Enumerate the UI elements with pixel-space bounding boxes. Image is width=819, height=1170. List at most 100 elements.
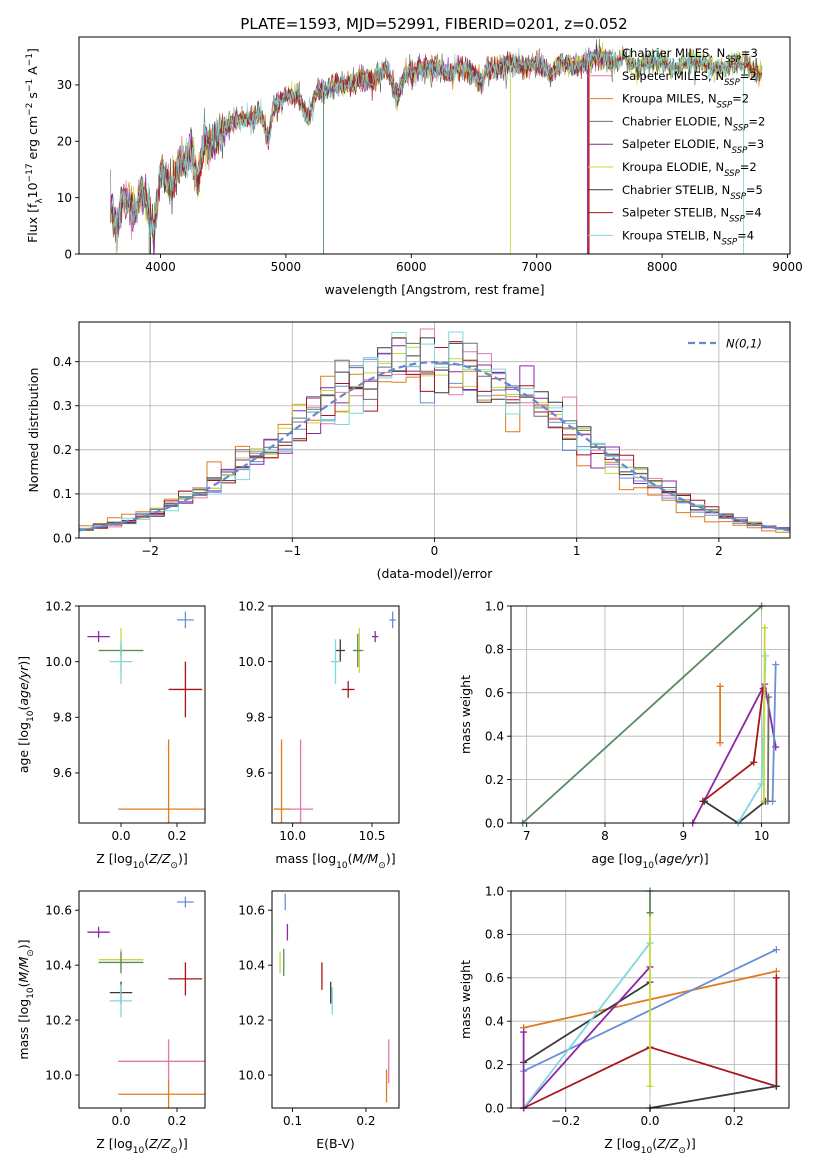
y-tick-label: 10.2 xyxy=(238,599,265,613)
panel-mass_vs_Z: 0.0 0.2 10.0 10.2 10.4 10.6 Z [log10(Z/Z⊙)] mas… xyxy=(16,890,206,1156)
axes-frame xyxy=(271,890,400,1109)
x-tick-label: 0.0 xyxy=(640,1114,659,1128)
legend-entry: Chabrier ELODIE, NSSP=2 xyxy=(622,114,765,133)
y-tick-label: 0.0 xyxy=(485,816,504,830)
legend-entry: Kroupa STELIB, NSSP=4 xyxy=(622,228,754,247)
y-tick-label: 0.6 xyxy=(485,686,504,700)
x-axis-label: (data-model)/error xyxy=(377,566,494,581)
x-tick-label: 10.0 xyxy=(279,829,306,843)
panel-massweight_vs_age: 7 8 9 10 0.0 0.2 0.4 0.6 0.8 1.0 age [log10(age/yr… xyxy=(458,599,790,871)
x-axis-label: Z [log10(Z/Z⊙)] xyxy=(96,851,187,871)
y-tick-label: 10.6 xyxy=(45,904,72,918)
data-point xyxy=(109,984,133,1018)
plot-area xyxy=(279,893,390,1103)
legend-entry: Salpeter MILES, NSSP=2 xyxy=(622,69,757,88)
panel-age_vs_mass: 10.0 10.5 9.6 9.8 10.0 10.2 mass [log10(M/M⊙)] xyxy=(238,599,400,871)
y-tick-label: 0.1 xyxy=(53,487,72,501)
series-marker xyxy=(761,624,769,632)
data-point xyxy=(330,639,341,684)
y-axis-label: Flux [fλ10−17 erg cm−2 s−1 A−1] xyxy=(25,48,45,243)
y-axis-label: age [log10(age/yr)] xyxy=(16,656,36,773)
series-marker xyxy=(772,974,780,982)
series-line xyxy=(522,966,651,1109)
data-point xyxy=(98,951,144,974)
series-marker xyxy=(716,739,724,747)
x-tick-label: 1 xyxy=(573,544,581,558)
y-tick-label: 0.6 xyxy=(485,971,504,985)
x-tick-label: −0.2 xyxy=(551,1114,580,1128)
axes-frame xyxy=(510,605,790,824)
y-tick-label: 0.4 xyxy=(485,1015,504,1029)
data-point xyxy=(118,1039,205,1084)
y-axis-label: mass [log10(M/M⊙)] xyxy=(16,939,36,1059)
x-axis-label: E(B-V) xyxy=(316,1136,355,1151)
y-tick-label: 0.2 xyxy=(53,443,72,457)
plot-area xyxy=(520,887,780,1112)
y-tick-label: 10.2 xyxy=(238,1013,265,1027)
data-point xyxy=(372,631,379,643)
y-tick-label: 10.4 xyxy=(238,958,265,972)
y-tick-label: 10.0 xyxy=(238,1068,265,1082)
series-marker xyxy=(646,1082,654,1090)
data-point xyxy=(352,633,363,668)
series-marker xyxy=(700,797,708,805)
legend-entry: Chabrier MILES, NSSP=3 xyxy=(622,46,758,65)
x-tick-label: 0.2 xyxy=(356,1114,375,1128)
y-tick-label: 0.8 xyxy=(485,928,504,942)
data-point xyxy=(335,639,346,662)
y-tick-label: 30 xyxy=(57,78,72,92)
series-marker xyxy=(772,1082,780,1090)
y-tick-label: 9.6 xyxy=(246,766,265,780)
series-marker xyxy=(716,682,724,690)
x-tick-label: 0.0 xyxy=(111,1114,130,1128)
y-tick-label: 10.0 xyxy=(45,1068,72,1082)
y-tick-label: 9.8 xyxy=(246,711,265,725)
panel-residuals: −2 −1 0 1 2 0.0 0.1 0.2 0.3 0.4 (data-model)/error… xyxy=(26,321,791,581)
legend-entry: Salpeter STELIB, NSSP=4 xyxy=(622,206,762,225)
x-tick-label: 9 xyxy=(679,829,687,843)
x-tick-label: 7000 xyxy=(521,260,552,274)
x-axis-label: wavelength [Angstrom, rest frame] xyxy=(324,282,544,297)
series-line xyxy=(703,800,767,825)
gaussian-curve xyxy=(79,360,790,532)
legend: Chabrier MILES, NSSP=3 Salpeter MILES, NS… xyxy=(588,46,765,247)
series-line xyxy=(763,627,766,802)
series-line xyxy=(522,942,651,1109)
data-point xyxy=(87,926,110,938)
series-marker xyxy=(759,684,767,692)
panels: 4000 5000 6000 7000 8000 90000102030wavelengt… xyxy=(16,36,803,1156)
x-tick-label: 0.2 xyxy=(167,829,186,843)
y-axis-label: mass weight xyxy=(458,675,473,754)
plot-area xyxy=(109,38,763,254)
x-tick-label: 9000 xyxy=(772,260,803,274)
plot-area xyxy=(273,611,396,823)
panel-mass_vs_EBV: 0.1 0.2 10.0 10.2 10.4 10.6 E(B-V) xyxy=(238,890,400,1151)
y-axis-label: Normed distribution xyxy=(26,368,41,493)
legend-entry: Salpeter ELODIE, NSSP=3 xyxy=(622,137,764,156)
series-line xyxy=(523,981,651,1064)
data-point xyxy=(168,661,203,718)
histogram-step xyxy=(79,337,790,538)
x-tick-label: 6000 xyxy=(396,260,427,274)
panel-massweight_vs_Z: −0.2 0.0 0.2 0.0 0.2 0.4 0.6 0.8 1.0 Z [log10(Z/Z… xyxy=(458,884,790,1156)
spectrum-line xyxy=(109,47,744,254)
x-axis-label: Z [log10(Z/Z⊙)] xyxy=(96,1136,187,1156)
x-tick-label: 8000 xyxy=(647,260,678,274)
y-tick-label: 0.4 xyxy=(485,730,504,744)
plot-area xyxy=(87,896,205,1108)
legend-entry: N(0,1) xyxy=(726,337,762,351)
figure-title: PLATE=1593, MJD=52991, FIBERID=0201, z=0… xyxy=(240,15,627,33)
data-point xyxy=(118,1080,205,1108)
y-tick-label: 10.0 xyxy=(238,655,265,669)
data-point xyxy=(273,739,290,823)
series-line xyxy=(771,664,777,802)
y-tick-label: 0.0 xyxy=(53,531,72,545)
y-tick-label: 10.0 xyxy=(45,655,72,669)
axes-frame xyxy=(78,890,206,1109)
y-tick-label: 10.6 xyxy=(238,904,265,918)
series-line xyxy=(767,697,770,802)
x-tick-label: 8 xyxy=(601,829,609,843)
y-tick-label: 20 xyxy=(57,135,72,149)
axes-frame xyxy=(271,605,400,824)
